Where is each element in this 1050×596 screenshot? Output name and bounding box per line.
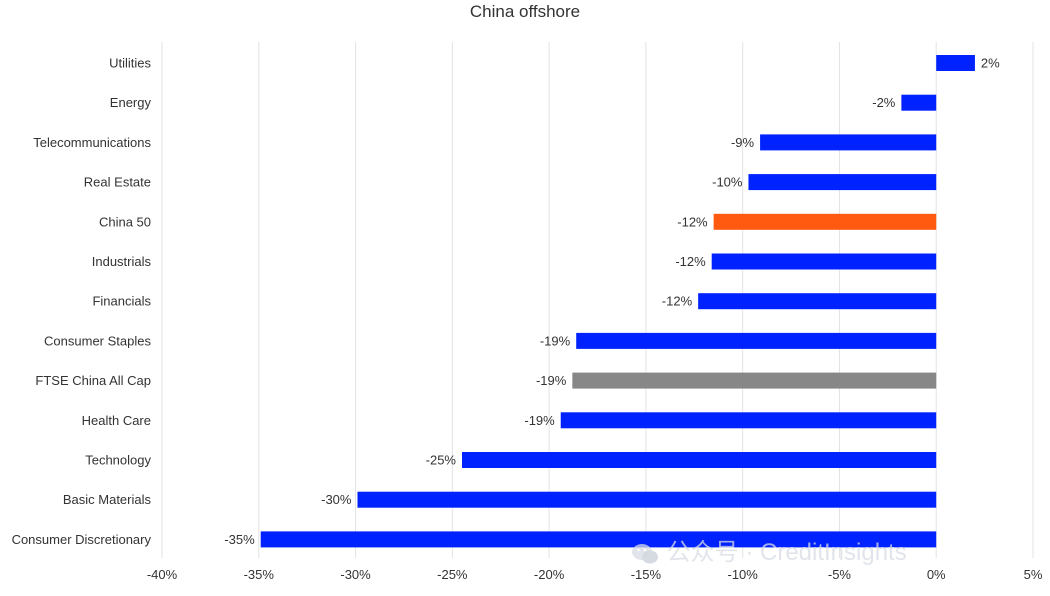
data-label-utilities: 2% — [981, 56, 1000, 71]
bar-utilities — [936, 55, 975, 71]
category-label: Consumer Discretionary — [12, 532, 152, 547]
data-label-financials: -12% — [662, 294, 693, 309]
bar-basic-materials — [357, 491, 937, 508]
data-label-energy: -2% — [872, 95, 896, 110]
x-tick-label: -5% — [828, 567, 852, 582]
chart-title: China offshore — [469, 2, 581, 21]
category-label: Utilities — [109, 56, 151, 71]
bar-real-estate — [748, 174, 937, 191]
x-tick-label: -20% — [534, 567, 565, 582]
bar-consumer-discretionary — [260, 531, 937, 548]
category-label: Financials — [92, 294, 151, 309]
bar-industrials — [711, 253, 937, 270]
category-label: China 50 — [99, 214, 151, 229]
category-label: Basic Materials — [63, 492, 152, 507]
data-label-consumer-discretionary: -35% — [224, 532, 255, 547]
data-label-consumer-staples: -19% — [540, 333, 571, 348]
grid-layer — [161, 42, 1034, 558]
bar-ftse-china-all-cap — [572, 372, 937, 389]
data-label-ftse-china-all-cap: -19% — [536, 373, 567, 388]
category-label: Industrials — [92, 254, 152, 269]
x-tick-label: -10% — [727, 567, 758, 582]
category-label: Energy — [110, 95, 152, 110]
category-label: Health Care — [82, 413, 151, 428]
x-tick-label: 5% — [1024, 567, 1043, 582]
category-label: Real Estate — [84, 175, 151, 190]
x-tick-label: -15% — [631, 567, 662, 582]
category-label: Telecommunications — [33, 135, 151, 150]
label-layer: Utilities 2% Energy -2% Telecommunications -9… — [12, 56, 1001, 547]
data-label-industrials: -12% — [675, 254, 706, 269]
data-label-technology: -25% — [426, 453, 457, 468]
category-label: FTSE China All Cap — [35, 373, 151, 388]
axis-layer: -40% -35% -30% -25% -20% -15% -10% -5% 0% 5% — [147, 567, 1043, 582]
x-tick-label: 0% — [927, 567, 946, 582]
x-tick-label: -40% — [147, 567, 178, 582]
category-label: Consumer Staples — [44, 333, 151, 348]
x-tick-label: -25% — [437, 567, 468, 582]
data-label-real-estate: -10% — [712, 175, 743, 190]
bar-layer — [260, 55, 975, 548]
data-label-telecommunications: -9% — [731, 135, 755, 150]
bar-technology — [462, 452, 937, 468]
bar-telecommunications — [760, 134, 937, 151]
data-label-china-50: -12% — [677, 214, 708, 229]
bar-china-50 — [713, 213, 937, 230]
data-label-health-care: -19% — [524, 413, 555, 428]
category-label: Technology — [85, 453, 151, 468]
x-tick-label: -35% — [244, 567, 275, 582]
bar-consumer-staples — [576, 332, 937, 349]
bar-health-care — [560, 412, 937, 429]
x-tick-label: -30% — [340, 567, 371, 582]
bar-energy — [901, 94, 937, 111]
data-label-basic-materials: -30% — [321, 492, 352, 507]
bar-financials — [698, 293, 937, 310]
